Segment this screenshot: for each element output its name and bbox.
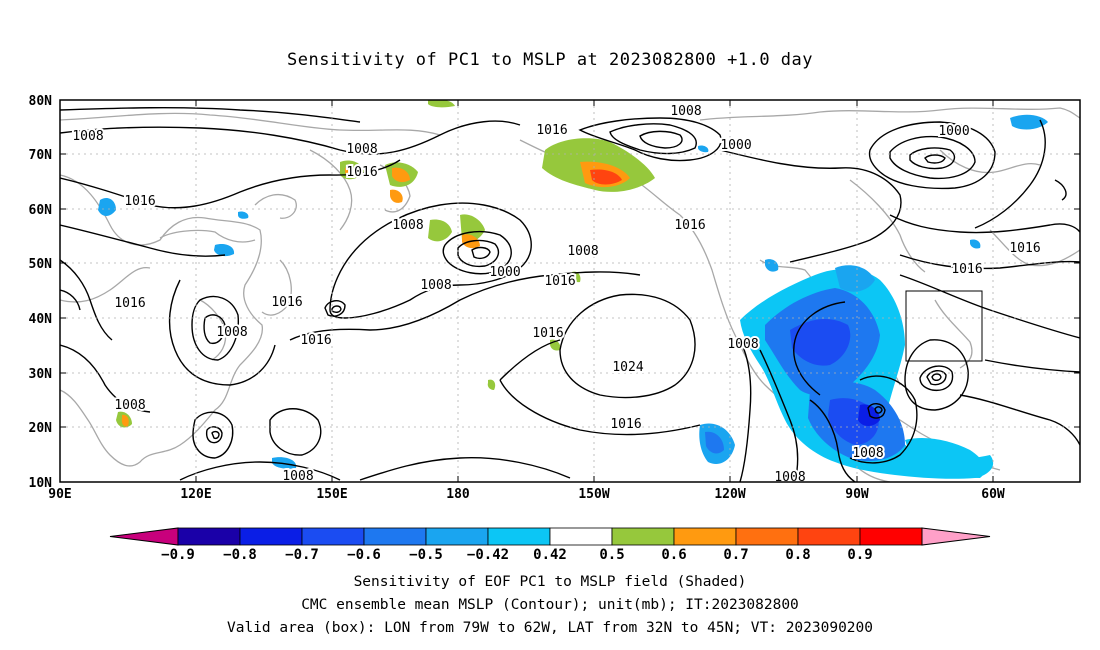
contour-label: 1024 — [612, 360, 643, 375]
contour-label: 1016 — [674, 218, 705, 233]
contour-label: 1008 — [852, 446, 883, 461]
contour-label: 1016 — [610, 417, 641, 432]
contour-label: 1016 — [532, 326, 563, 341]
colorbar-swatch — [239, 527, 303, 546]
colorbar-swatch — [549, 527, 613, 546]
lon-label: 150W — [578, 487, 609, 502]
colorbar-swatch — [797, 527, 861, 546]
contour-label: 1008 — [774, 470, 805, 485]
lon-label: 150E — [316, 487, 347, 502]
colorbar-swatch — [301, 527, 365, 546]
colorbar-label: −0.5 — [409, 547, 443, 563]
map-title: Sensitivity of PC1 to MSLP at 2023082800… — [286, 50, 813, 70]
contour-label: 1008 — [392, 218, 423, 233]
contour-label: 1008 — [216, 325, 247, 340]
lat-label: 60N — [29, 203, 53, 218]
caption-valid-area: Valid area (box): LON from 79W to 62W, L… — [226, 620, 873, 636]
lat-label: 80N — [29, 94, 53, 109]
lon-label: 60W — [981, 487, 1005, 502]
contour-label: 1008 — [670, 104, 701, 119]
lat-label: 10N — [29, 476, 53, 491]
lat-label: 30N — [29, 367, 53, 382]
colorbar-swatch — [735, 527, 799, 546]
colorbar-swatch — [177, 527, 241, 546]
contour-label: 1000 — [489, 265, 520, 280]
colorbar-label: 0.7 — [723, 547, 748, 563]
colorbar-label: −0.8 — [223, 547, 257, 563]
colorbar-label: −0.6 — [347, 547, 381, 563]
graticule — [60, 100, 1080, 482]
mslp-contours — [60, 106, 1080, 482]
contour-label: 1016 — [544, 274, 575, 289]
contour-label: 1016 — [271, 295, 302, 310]
colorbar-swatch — [611, 527, 675, 546]
contour-label: 1016 — [114, 296, 145, 311]
colorbar-label: 0.8 — [785, 547, 810, 563]
colorbar-label: −0.7 — [285, 547, 319, 563]
axis-ticks — [60, 99, 1080, 483]
caption-contour: CMC ensemble mean MSLP (Contour); unit(m… — [301, 597, 799, 613]
contour-label: 1016 — [951, 262, 982, 277]
lon-label: 120W — [714, 487, 745, 502]
colorbar-low-triangle — [109, 527, 179, 546]
contour-label: 1008 — [114, 398, 145, 413]
colorbar-label: −0.42 — [467, 547, 509, 563]
colorbar-swatch — [487, 527, 551, 546]
lat-label: 20N — [29, 421, 53, 436]
colorbar-swatch — [859, 527, 923, 546]
contour-label: 1016 — [346, 165, 377, 180]
contour-label: 1008 — [727, 337, 758, 352]
lon-label: 90W — [845, 487, 869, 502]
colorbar-label: 0.5 — [599, 547, 624, 563]
contour-label: 1008 — [72, 129, 103, 144]
contour-label: 1016 — [536, 123, 567, 138]
colorbar-high-triangle — [921, 527, 991, 546]
plot-frame — [59, 99, 1081, 483]
lon-label: 90E — [48, 487, 71, 502]
latitude-labels: 80N 70N 60N 50N 40N 30N 20N 10N — [29, 94, 53, 491]
contour-label: 1016 — [124, 194, 155, 209]
contour-label: 1016 — [300, 333, 331, 348]
contour-label-group: 1008 1008 1016 1008 1000 1000 1016 1016 … — [70, 102, 1042, 485]
colorbar-label: 0.9 — [847, 547, 872, 563]
contour-label: 1016 — [1009, 241, 1040, 256]
contour-label: 1008 — [420, 278, 451, 293]
colorbar-label: 0.6 — [661, 547, 686, 563]
contour-label: 1000 — [720, 138, 751, 153]
map-plot-area: 1008 1008 1016 1008 1000 1000 1016 1016 … — [60, 100, 1080, 485]
lon-label: 180 — [446, 487, 470, 502]
lat-label: 70N — [29, 148, 53, 163]
colorbar-swatch — [425, 527, 489, 546]
contour-label: 1008 — [346, 142, 377, 157]
contour-label: 1000 — [938, 124, 969, 139]
lat-label: 40N — [29, 312, 53, 327]
colorbar-swatch — [363, 527, 427, 546]
sensitivity-shading — [98, 100, 1048, 479]
lat-label: 50N — [29, 257, 53, 272]
valid-area-box — [905, 290, 983, 362]
contour-label: 1008 — [567, 244, 598, 259]
contour-label: 1008 — [282, 469, 313, 484]
colorbar-label: 0.42 — [533, 547, 567, 563]
caption-shaded: Sensitivity of EOF PC1 to MSLP field (Sh… — [353, 574, 747, 590]
longitude-labels: 90E 120E 150E 180 150W 120W 90W 60W — [48, 487, 1005, 502]
colorbar-swatch — [673, 527, 737, 546]
colorbar-label: −0.9 — [161, 547, 195, 563]
lon-label: 120E — [180, 487, 211, 502]
colorbar: −0.9 −0.8 −0.7 −0.6 −0.5 −0.42 0.42 0.5 0.6 0.7 0.… — [109, 527, 991, 563]
